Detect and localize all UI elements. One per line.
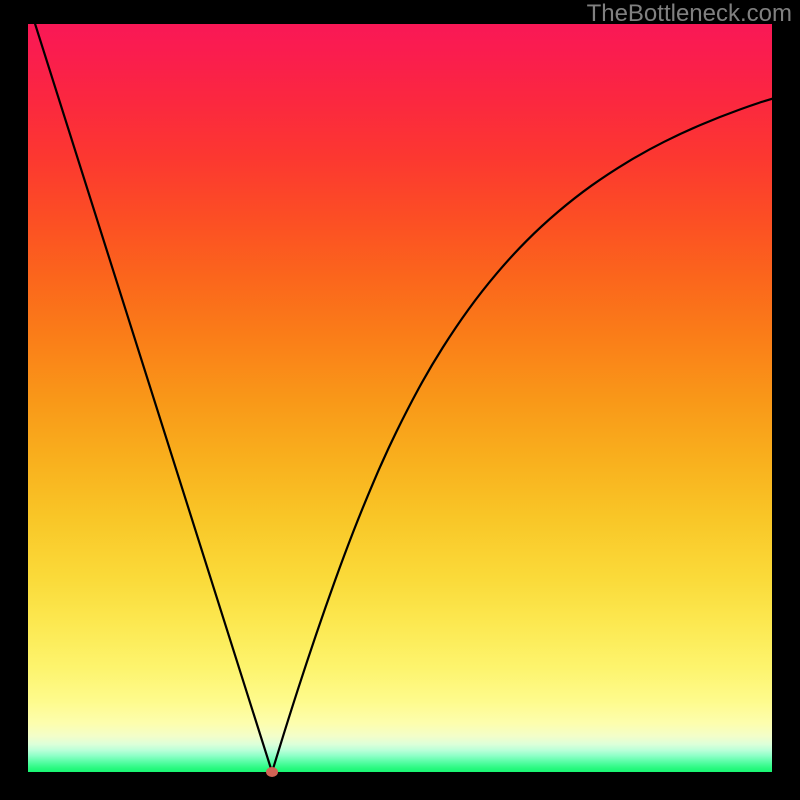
optimum-marker	[266, 767, 278, 777]
watermark-text: TheBottleneck.com	[587, 0, 792, 28]
plot-gradient	[28, 24, 772, 772]
chart-stage: TheBottleneck.com	[0, 0, 800, 800]
bottleneck-chart	[0, 0, 800, 800]
